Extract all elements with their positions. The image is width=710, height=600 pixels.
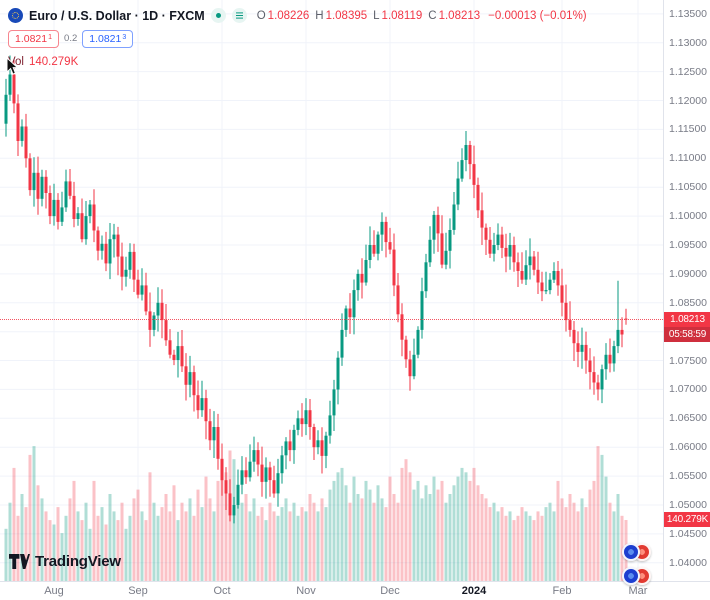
symbol-icon[interactable] <box>8 8 23 23</box>
buy-price: 1.0821 <box>89 33 122 45</box>
volume-label: Vol <box>8 55 24 68</box>
price-axis-label: 1.10000 <box>669 210 707 223</box>
eu-flag-ring <box>12 12 19 19</box>
sell-button[interactable]: 1.0821 1 <box>8 30 60 48</box>
price-axis-label: 1.11500 <box>669 123 707 136</box>
price-axis-label: 1.12500 <box>669 65 707 78</box>
time-axis-label: Mar <box>628 585 648 597</box>
green-dot-icon <box>215 13 221 18</box>
price-axis-label: 1.13500 <box>669 7 707 20</box>
price-axis-label: 1.09500 <box>669 238 707 251</box>
data-status-icon[interactable] <box>210 8 226 23</box>
time-axis-label: Nov <box>296 585 316 597</box>
sell-price-fraction: 1 <box>48 34 53 41</box>
chart-pane[interactable] <box>0 0 663 581</box>
broker-button-top[interactable] <box>622 541 662 563</box>
price-axis-label: 1.10500 <box>669 181 707 194</box>
symbol-row: Euro / U.S. Dollar · 1D · FXCM O 1.08226… <box>8 7 587 24</box>
candles-layer <box>4 55 628 524</box>
symbol-title[interactable]: Euro / U.S. Dollar · 1D · FXCM <box>29 8 205 23</box>
price-axis-label: 1.04000 <box>669 556 707 569</box>
price-axis[interactable]: 1.08213 05:58:59 140.279K 1.04000 1.04500… <box>663 0 710 581</box>
tradingview-logo-text: TradingView <box>35 553 121 570</box>
time-axis-label: Dec <box>380 585 400 597</box>
close-label: C <box>428 9 437 22</box>
legend: Euro / U.S. Dollar · 1D · FXCM O 1.08226… <box>8 7 587 68</box>
sell-price: 1.0821 <box>15 33 48 45</box>
high-label: H <box>315 9 324 22</box>
price-axis-label: 1.13000 <box>669 36 707 49</box>
price-axis-label: 1.05500 <box>669 470 707 483</box>
volume-legend[interactable]: Vol 140.279K <box>8 56 587 68</box>
blue-circle-icon <box>622 567 640 585</box>
price-axis-label: 1.07000 <box>669 383 707 396</box>
price-axis-label: 1.08500 <box>669 296 707 309</box>
candlestick-chart[interactable] <box>0 0 663 581</box>
time-axis[interactable]: Aug Sep Oct Nov Dec 2024 Feb Mar <box>0 581 710 600</box>
open-value: 1.08226 <box>267 9 310 22</box>
open-label: O <box>256 9 266 22</box>
high-value: 1.08395 <box>325 9 368 22</box>
time-axis-label: Sep <box>128 585 148 597</box>
price-axis-label: 1.06500 <box>669 412 707 425</box>
price-axis-label: 1.09000 <box>669 267 707 280</box>
price-axis-label: 1.05000 <box>669 498 707 511</box>
volume-badge: 140.279K <box>664 512 710 527</box>
blue-circle-icon <box>622 543 640 561</box>
bar-countdown-badge: 05:58:59 <box>664 327 710 342</box>
trade-row: 1.0821 1 0.2 1.0821 3 <box>8 30 587 48</box>
spread-value: 0.2 <box>64 33 78 45</box>
price-axis-label: 1.06000 <box>669 441 707 454</box>
change-value: −0.00013 (−0.01%) <box>488 9 587 22</box>
ohlc-readout: O 1.08226 H 1.08395 L 1.08119 C 1.08213 … <box>257 10 587 22</box>
volume-value: 140.279K <box>29 55 79 68</box>
buy-price-fraction: 3 <box>122 34 127 41</box>
price-axis-label: 1.12000 <box>669 94 707 107</box>
hamburger-icon <box>235 14 243 17</box>
low-label: L <box>373 9 380 22</box>
price-axis-label: 1.07500 <box>669 354 707 367</box>
legend-menu-icon[interactable] <box>231 8 247 23</box>
tradingview-mark-icon <box>9 554 30 569</box>
low-value: 1.08119 <box>381 9 423 22</box>
broker-button-bottom[interactable] <box>622 565 662 587</box>
time-axis-label: Oct <box>213 585 231 597</box>
buy-button[interactable]: 1.0821 3 <box>82 30 134 48</box>
tradingview-logo[interactable]: TradingView <box>9 553 121 570</box>
price-axis-label: 1.04500 <box>669 527 707 540</box>
current-price-badge: 1.08213 <box>664 312 710 327</box>
time-axis-label: Aug <box>44 585 64 597</box>
price-axis-label: 1.11000 <box>669 152 707 165</box>
time-axis-label: 2024 <box>461 585 487 597</box>
close-value: 1.08213 <box>438 9 481 22</box>
time-axis-label: Feb <box>552 585 572 597</box>
